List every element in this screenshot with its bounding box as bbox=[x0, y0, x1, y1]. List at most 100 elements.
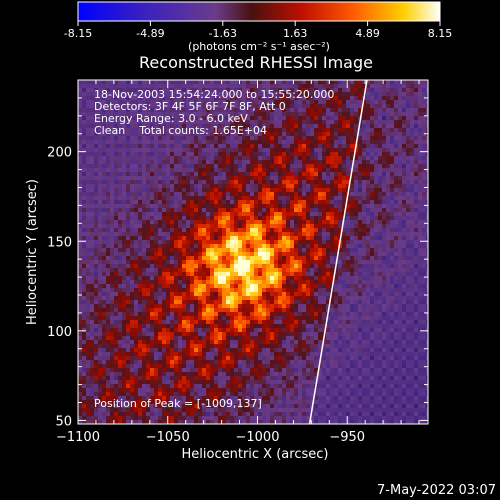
heatmap-cell bbox=[302, 360, 306, 364]
heatmap-cell bbox=[174, 384, 178, 388]
heatmap-cell bbox=[170, 148, 174, 152]
heatmap-cell bbox=[254, 376, 258, 380]
heatmap-cell bbox=[158, 176, 162, 180]
heatmap-cell bbox=[78, 228, 82, 232]
heatmap-cell bbox=[102, 160, 106, 164]
heatmap-cell bbox=[262, 400, 266, 404]
heatmap-cell bbox=[186, 412, 190, 416]
heatmap-cell bbox=[258, 412, 262, 416]
heatmap-cell bbox=[202, 360, 206, 364]
heatmap-cell bbox=[146, 148, 150, 152]
heatmap-cell bbox=[214, 88, 218, 92]
heatmap-cell bbox=[226, 376, 230, 380]
heatmap-cell bbox=[158, 348, 162, 352]
heatmap-cell bbox=[114, 340, 118, 344]
heatmap-cell bbox=[146, 240, 150, 244]
heatmap-cell bbox=[274, 356, 278, 360]
heatmap-cell bbox=[194, 276, 198, 280]
heatmap-cell bbox=[118, 220, 122, 224]
heatmap-cell bbox=[262, 224, 266, 228]
heatmap-cell bbox=[142, 412, 146, 416]
heatmap-cell bbox=[270, 196, 274, 200]
heatmap-cell bbox=[194, 96, 198, 100]
heatmap-cell bbox=[262, 132, 266, 136]
heatmap-cell bbox=[226, 396, 230, 400]
heatmap-cell bbox=[302, 380, 306, 384]
heatmap-cell bbox=[122, 188, 126, 192]
heatmap-cell bbox=[94, 276, 98, 280]
heatmap-cell bbox=[122, 152, 126, 156]
heatmap-cell bbox=[86, 332, 90, 336]
heatmap-cell bbox=[94, 140, 98, 144]
heatmap-cell bbox=[270, 404, 274, 408]
heatmap-cell bbox=[174, 248, 178, 252]
heatmap-cell bbox=[122, 232, 126, 236]
heatmap-cell bbox=[118, 180, 122, 184]
heatmap-cell bbox=[138, 416, 142, 420]
heatmap-cell bbox=[158, 144, 162, 148]
heatmap-cell bbox=[270, 292, 274, 296]
heatmap-cell bbox=[246, 172, 250, 176]
heatmap-cell bbox=[134, 100, 138, 104]
heatmap-cell bbox=[246, 260, 250, 264]
heatmap-cell bbox=[106, 348, 110, 352]
heatmap-cell bbox=[302, 160, 306, 164]
heatmap-cell bbox=[210, 180, 214, 184]
heatmap-cell bbox=[246, 244, 250, 248]
heatmap-cell bbox=[122, 348, 126, 352]
heatmap-cell bbox=[286, 148, 290, 152]
heatmap-cell bbox=[242, 364, 246, 368]
heatmap-cell bbox=[82, 100, 86, 104]
heatmap-cell bbox=[158, 240, 162, 244]
heatmap-cell bbox=[298, 172, 302, 176]
heatmap-cell bbox=[130, 240, 134, 244]
heatmap-cell bbox=[186, 416, 190, 420]
heatmap-cell bbox=[98, 328, 102, 332]
heatmap-cell bbox=[202, 324, 206, 328]
heatmap-cell bbox=[194, 264, 198, 268]
heatmap-cell bbox=[170, 336, 174, 340]
heatmap-cell bbox=[230, 348, 234, 352]
heatmap-cell bbox=[210, 328, 214, 332]
heatmap-cell bbox=[286, 356, 290, 360]
heatmap-cell bbox=[78, 408, 82, 412]
heatmap-cell bbox=[122, 176, 126, 180]
heatmap-cell bbox=[210, 292, 214, 296]
heatmap-cell bbox=[214, 352, 218, 356]
heatmap-cell bbox=[102, 224, 106, 228]
heatmap-cell bbox=[78, 80, 82, 84]
heatmap-cell bbox=[254, 312, 258, 316]
heatmap-cell bbox=[90, 176, 94, 180]
heatmap-cell bbox=[138, 392, 142, 396]
heatmap-cell bbox=[158, 80, 162, 84]
heatmap-cell bbox=[202, 292, 206, 296]
heatmap-cell bbox=[262, 192, 266, 196]
heatmap-cell bbox=[266, 244, 270, 248]
heatmap-cell bbox=[122, 128, 126, 132]
heatmap-cell bbox=[106, 384, 110, 388]
heatmap-cell bbox=[290, 116, 294, 120]
heatmap-cell bbox=[186, 396, 190, 400]
heatmap-cell bbox=[190, 144, 194, 148]
heatmap-cell bbox=[242, 200, 246, 204]
heatmap-cell bbox=[210, 268, 214, 272]
heatmap-cell bbox=[254, 88, 258, 92]
heatmap-cell bbox=[94, 340, 98, 344]
heatmap-cell bbox=[202, 108, 206, 112]
heatmap-cell bbox=[302, 396, 306, 400]
heatmap-cell bbox=[226, 416, 230, 420]
heatmap-cell bbox=[198, 364, 202, 368]
heatmap-cell bbox=[174, 240, 178, 244]
heatmap-cell bbox=[206, 100, 210, 104]
heatmap-cell bbox=[246, 108, 250, 112]
heatmap-cell bbox=[294, 156, 298, 160]
heatmap-cell bbox=[166, 228, 170, 232]
heatmap-cell bbox=[78, 244, 82, 248]
heatmap-cell bbox=[138, 164, 142, 168]
heatmap-cell bbox=[258, 208, 262, 212]
heatmap-cell bbox=[194, 208, 198, 212]
heatmap-cell bbox=[258, 288, 262, 292]
heatmap-cell bbox=[174, 92, 178, 96]
heatmap-cell bbox=[278, 348, 282, 352]
heatmap-cell bbox=[306, 160, 310, 164]
